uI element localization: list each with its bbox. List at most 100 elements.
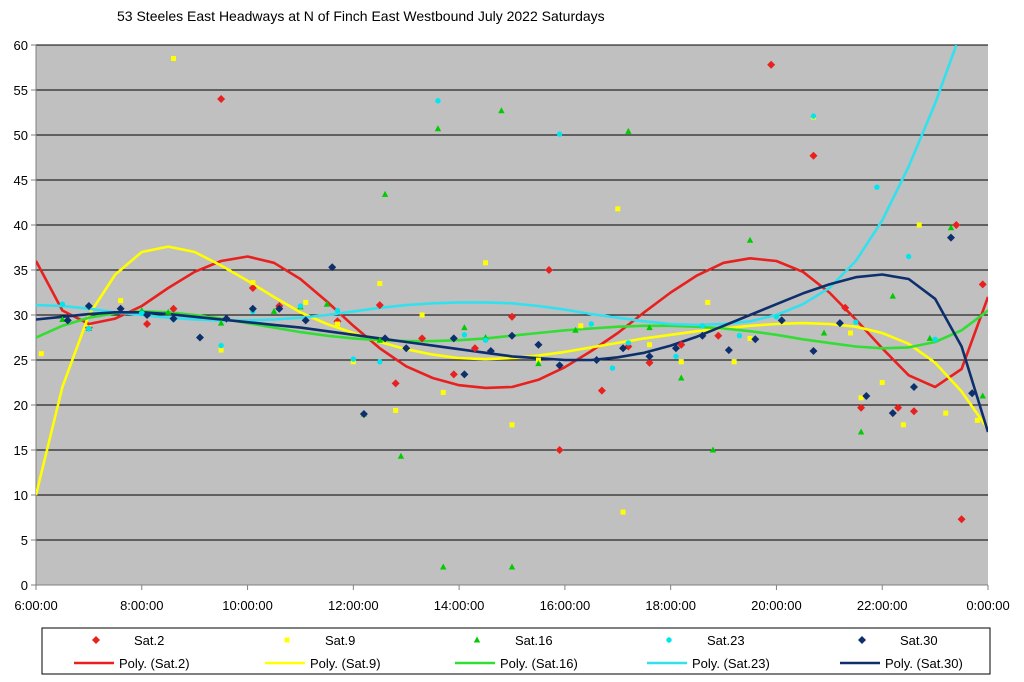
y-tick-label-55: 55: [14, 83, 28, 98]
point-sat-30-5: [195, 333, 204, 342]
point-sat-23-24: [874, 184, 880, 190]
point-sat-30-4: [169, 314, 178, 323]
legend-label-sat-30: Sat.30: [900, 633, 938, 648]
point-sat-23-19: [699, 323, 706, 329]
point-sat-30-11: [359, 410, 368, 418]
point-sat-16-18: [535, 360, 542, 367]
point-sat-30-17: [508, 331, 516, 340]
x-tick-label-6: 18:00:00: [645, 598, 696, 613]
point-sat-23-22: [810, 113, 817, 119]
point-sat-9-5: [250, 280, 256, 286]
point-sat-9-19: [647, 342, 653, 348]
point-sat-30-6: [222, 314, 231, 323]
point-sat-30-30: [862, 392, 871, 400]
point-sat-30-31: [888, 409, 897, 418]
point-sat-16-20: [625, 127, 632, 134]
point-sat-9-15: [535, 357, 541, 363]
legend-marker-sat-30: [858, 636, 866, 644]
point-sat-30-1: [84, 302, 93, 310]
point-sat-30-3: [143, 311, 152, 319]
point-sat-2-25: [909, 407, 918, 416]
point-sat-9-22: [731, 359, 737, 365]
point-sat-23-8: [350, 356, 357, 362]
point-sat-9-23: [747, 335, 753, 341]
point-sat-23-10: [435, 98, 441, 104]
legend-item-poly-sat-23: Poly. (Sat.23): [647, 656, 770, 671]
series-sat-2: [84, 60, 987, 524]
legend-item-sat-9: Sat.9: [284, 633, 355, 648]
point-sat-23-0: [59, 301, 66, 307]
point-sat-2-19: [714, 331, 723, 340]
point-sat-9-30: [943, 410, 949, 416]
trendline-poly-sat-23: [36, 45, 958, 327]
point-sat-16-7: [323, 300, 331, 307]
y-tick-label-35: 35: [14, 263, 28, 278]
point-sat-2-10: [449, 370, 458, 379]
legend-item-sat-30: Sat.30: [858, 633, 938, 648]
x-tick-label-1: 8:00:00: [120, 598, 163, 613]
x-tick-label-2: 10:00:00: [222, 598, 273, 613]
legend-label-poly-sat-16: Poly. (Sat.16): [500, 656, 578, 671]
trendline-poly-sat-2: [36, 255, 988, 390]
point-sat-16-12: [434, 125, 442, 132]
point-sat-9-17: [615, 206, 621, 212]
point-sat-9-2: [118, 298, 124, 304]
point-sat-2-15: [597, 386, 606, 395]
point-sat-2-1: [143, 320, 152, 328]
point-sat-30-25: [724, 346, 733, 355]
series-sat-30: [63, 233, 977, 418]
point-sat-9-0: [38, 351, 44, 357]
point-sat-16-9: [376, 336, 383, 343]
point-sat-23-6: [297, 303, 304, 309]
point-sat-9-28: [900, 422, 906, 428]
point-sat-16-24: [746, 236, 754, 243]
point-sat-23-16: [609, 365, 616, 371]
point-sat-16-3: [165, 308, 172, 315]
point-sat-30-8: [275, 304, 284, 313]
point-sat-23-2: [139, 310, 145, 316]
y-tick-label-15: 15: [14, 443, 28, 458]
point-sat-9-3: [171, 56, 177, 61]
legend-box: [41, 627, 991, 675]
point-sat-2-9: [418, 334, 427, 343]
legend-marker-sat-23: [666, 637, 672, 643]
point-sat-16-13: [440, 563, 447, 570]
point-sat-23-17: [625, 340, 632, 346]
point-sat-30-14: [449, 334, 458, 343]
y-tick-label-45: 45: [14, 173, 28, 188]
point-sat-2-20: [767, 60, 776, 69]
point-sat-30-12: [381, 334, 390, 343]
x-tick-label-9: 0:00:00: [966, 598, 1009, 613]
point-sat-30-16: [486, 347, 495, 355]
point-sat-9-16: [578, 323, 584, 329]
point-sat-9-29: [916, 222, 922, 228]
legend-label-poly-sat-9: Poly. (Sat.9): [310, 656, 381, 671]
point-sat-2-17: [645, 358, 654, 367]
point-sat-9-7: [334, 321, 340, 327]
point-sat-23-4: [218, 342, 224, 349]
point-sat-2-26: [952, 221, 961, 229]
point-sat-30-22: [645, 352, 654, 361]
point-sat-30-28: [809, 347, 818, 355]
point-sat-9-25: [847, 330, 853, 336]
point-sat-30-13: [402, 344, 411, 353]
point-sat-16-25: [820, 329, 828, 336]
point-sat-16-27: [889, 292, 896, 299]
point-sat-30-34: [968, 389, 977, 398]
x-tick-label-0: 6:00:00: [14, 598, 57, 613]
legend-label-poly-sat-23: Poly. (Sat.23): [692, 656, 770, 671]
legend-label-sat-2: Sat.2: [134, 633, 164, 648]
legend-item-sat-2: Sat.2: [92, 633, 164, 648]
point-sat-2-3: [217, 95, 226, 103]
point-sat-9-10: [393, 407, 399, 413]
y-tick-labels: 0 5 10 15 20 25 30 35 40 45 50 55 60: [14, 38, 36, 593]
chart-title: 53 Steeles East Headways at N of Finch E…: [117, 8, 605, 24]
point-sat-30-26: [751, 335, 760, 344]
point-sat-16-16: [498, 107, 505, 114]
x-tick-labels: 6:00:00 8:00:00 10:00:00 12:00:00 14:00:00 16…: [14, 585, 1010, 613]
point-sat-16-4: [217, 319, 225, 326]
point-sat-9-4: [218, 347, 224, 353]
trendline-poly-sat-30: [36, 273, 988, 433]
point-sat-30-7: [248, 304, 257, 313]
